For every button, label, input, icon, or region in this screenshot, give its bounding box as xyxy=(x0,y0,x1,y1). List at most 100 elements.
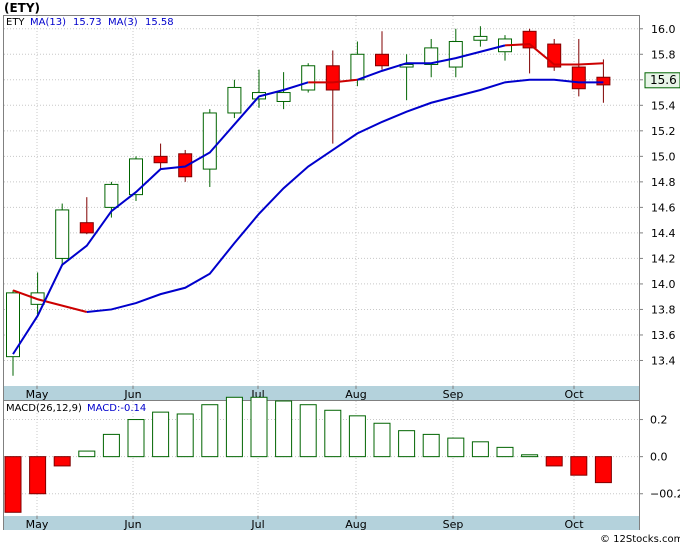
macd-bar xyxy=(521,454,539,458)
price-y-tick-label: 14.4 xyxy=(651,227,676,240)
price-x-tick-label: Aug xyxy=(345,388,366,401)
price-y-ticks: 13.4 13.6 13.8 14.0 14.2 14.4 14.6 14.8 15.0 15.2… xyxy=(639,23,676,367)
macd-bar xyxy=(398,430,416,458)
macd-bar xyxy=(53,456,71,467)
price-y-tick-label: 14.2 xyxy=(651,252,676,265)
legend-ma13-label: MA(13) xyxy=(30,17,66,28)
price-y-tick-label: 13.6 xyxy=(651,329,676,342)
macd-x-tick-label: Sep xyxy=(443,518,464,531)
candle-body xyxy=(522,30,537,49)
price-x-tick-label: Jun xyxy=(123,388,141,401)
candle-body xyxy=(375,53,389,67)
macd-bars xyxy=(4,396,612,513)
macd-bar xyxy=(348,415,366,458)
macd-panel-frame xyxy=(3,400,640,530)
price-x-tick-label: May xyxy=(26,388,49,401)
ma13-line-segment-red xyxy=(308,78,358,84)
macd-bar xyxy=(29,456,47,495)
price-y-tick-label: 14.8 xyxy=(651,176,676,189)
macd-x-axis-band xyxy=(4,516,639,530)
price-y-tick-label: 13.4 xyxy=(651,354,676,367)
candle-body xyxy=(301,65,316,91)
macd-bar xyxy=(496,446,514,458)
price-x-tick-label: Oct xyxy=(564,388,584,401)
price-x-axis-band xyxy=(4,386,639,400)
macd-x-tick-label: Jun xyxy=(123,518,141,531)
macd-x-tick-label: May xyxy=(26,518,49,531)
price-x-tick-label: Sep xyxy=(443,388,464,401)
candle-body xyxy=(202,112,217,170)
candle-body xyxy=(325,65,340,91)
macd-bar xyxy=(102,433,120,458)
candle-body xyxy=(227,86,242,114)
macd-bar xyxy=(594,456,612,484)
watermark: © 12Stocks.com xyxy=(600,534,680,545)
candle-body xyxy=(104,183,119,208)
macd-bar xyxy=(176,413,194,458)
candle-body xyxy=(473,35,488,41)
price-x-ticks: May Jun Jul Aug Sep Oct xyxy=(26,386,584,401)
macd-bar xyxy=(152,411,170,458)
price-y-tick-label: 15.0 xyxy=(651,150,676,163)
macd-x-tick-label: Jul xyxy=(250,518,264,531)
candle-body xyxy=(129,158,143,196)
macd-bar xyxy=(4,456,22,513)
macd-bar xyxy=(570,456,588,476)
macd-legend-value: MACD:-0.14 xyxy=(87,403,146,414)
macd-y-tick-label: 0.0 xyxy=(650,451,668,464)
macd-bar xyxy=(201,404,219,458)
last-price-marker: 15.6 xyxy=(644,72,680,89)
price-y-tick-label: 14.0 xyxy=(651,278,676,291)
macd-bar xyxy=(324,409,342,458)
ma13-line-segment-blue xyxy=(12,81,309,355)
macd-bar xyxy=(471,441,489,458)
last-price-label: 15.6 xyxy=(650,73,677,87)
macd-bar xyxy=(127,419,145,458)
legend-ma3-label: MA(3) xyxy=(108,17,138,28)
ma13-line-segment-blue xyxy=(357,44,506,81)
candle-body xyxy=(350,53,365,81)
ma13-line-segment-red xyxy=(504,43,604,66)
macd-bar xyxy=(250,396,268,458)
price-y-tick-label: 16.0 xyxy=(651,23,676,36)
macd-bar xyxy=(225,396,243,458)
ma3-line-segment-red xyxy=(12,289,88,313)
price-y-tick-label: 15.8 xyxy=(651,48,676,61)
candle-body xyxy=(276,92,291,102)
macd-x-ticks: May Jun Jul Aug Sep Oct xyxy=(26,516,584,531)
macd-x-tick-label: Oct xyxy=(564,518,584,531)
candle-body xyxy=(6,292,20,358)
price-y-tick-label: 13.8 xyxy=(651,303,676,316)
candle-body xyxy=(596,76,611,86)
moving-average-lines xyxy=(12,43,604,355)
price-y-tick-label: 15.4 xyxy=(651,99,676,112)
price-y-tick-label: 15.2 xyxy=(651,125,676,138)
macd-bar xyxy=(422,433,440,458)
legend-ma13-value: 15.73 xyxy=(73,17,102,28)
candle-body xyxy=(424,47,439,65)
candle-body xyxy=(79,222,94,234)
macd-y-ticks: −00.2 0.0 0.2 xyxy=(639,414,680,501)
price-y-tick-label: 14.6 xyxy=(651,201,676,214)
macd-bar xyxy=(545,456,563,467)
price-grid xyxy=(4,16,639,386)
price-legend: ETY MA(13) 15.73 MA(3) 15.58 xyxy=(6,17,174,28)
macd-y-tick-label: 0.2 xyxy=(650,414,668,427)
macd-x-tick-label: Aug xyxy=(345,518,366,531)
candle-body xyxy=(178,153,193,178)
ma3-line-segment-blue xyxy=(86,78,604,313)
macd-legend-params: MACD(26,12,9) xyxy=(6,403,82,414)
last-price-box xyxy=(644,72,680,89)
macd-bar xyxy=(447,437,465,458)
macd-bar xyxy=(373,422,391,458)
chart-title: (ETY) xyxy=(4,1,40,15)
macd-bar xyxy=(299,404,317,458)
candle-body xyxy=(153,155,168,164)
candle-body xyxy=(55,209,70,259)
macd-bar xyxy=(275,400,293,458)
macd-bar xyxy=(78,450,96,458)
macd-legend: MACD(26,12,9) MACD:-0.14 xyxy=(6,403,146,414)
macd-y-tick-label: −00.2 xyxy=(650,488,680,501)
candle-body xyxy=(448,41,463,68)
